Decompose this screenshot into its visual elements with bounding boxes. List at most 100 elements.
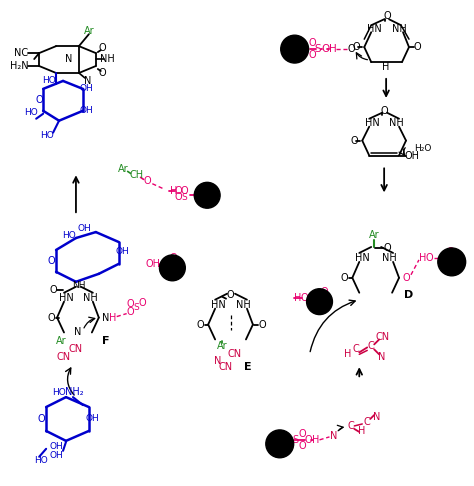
Text: O: O	[301, 293, 309, 303]
Text: O: O	[447, 259, 455, 269]
Text: O: O	[99, 68, 107, 78]
Text: HN: HN	[367, 24, 382, 34]
Text: O: O	[413, 42, 421, 52]
Text: NH: NH	[382, 253, 396, 263]
Text: CH: CH	[129, 171, 144, 180]
Text: N: N	[65, 54, 73, 64]
Text: S: S	[314, 44, 321, 54]
Text: O: O	[181, 186, 188, 196]
Text: OH: OH	[79, 106, 93, 115]
Text: HN: HN	[365, 118, 380, 128]
Circle shape	[307, 289, 332, 314]
Text: O: O	[309, 50, 316, 60]
Text: O: O	[347, 44, 355, 54]
Text: O: O	[36, 95, 43, 105]
Text: HO: HO	[42, 76, 56, 86]
Text: C: C	[353, 345, 360, 354]
Text: CN: CN	[69, 345, 83, 354]
Text: CN: CN	[57, 352, 71, 363]
Text: O: O	[49, 285, 57, 295]
Circle shape	[281, 35, 309, 63]
Text: S: S	[182, 193, 187, 202]
Text: HN: HN	[211, 300, 226, 310]
Text: NH: NH	[100, 54, 115, 64]
Text: OH: OH	[146, 259, 161, 269]
Text: N: N	[102, 312, 109, 323]
Text: H: H	[294, 293, 301, 303]
Text: H: H	[328, 44, 337, 54]
Text: S: S	[442, 253, 448, 263]
Text: D: D	[404, 290, 414, 300]
Text: H: H	[344, 349, 351, 359]
Text: O: O	[127, 307, 135, 316]
Text: O: O	[258, 319, 265, 330]
Text: OH: OH	[404, 151, 419, 160]
Text: CN: CN	[228, 349, 242, 359]
Text: CN: CN	[375, 332, 389, 343]
Text: NH: NH	[72, 281, 86, 290]
Text: N: N	[374, 412, 381, 422]
Text: NC: NC	[14, 48, 28, 58]
Text: O: O	[321, 299, 328, 309]
Text: HO: HO	[40, 131, 54, 140]
Text: HN: HN	[59, 293, 73, 303]
Text: OH: OH	[116, 247, 129, 257]
Text: H: H	[312, 435, 319, 445]
Text: O: O	[309, 38, 316, 48]
Circle shape	[194, 182, 220, 208]
Text: N: N	[378, 352, 386, 363]
Text: S: S	[314, 293, 320, 303]
Text: NH₂: NH₂	[64, 387, 83, 397]
Text: HO: HO	[62, 230, 76, 240]
Text: H: H	[170, 186, 177, 196]
Text: OH: OH	[86, 415, 100, 423]
Circle shape	[159, 255, 185, 281]
Text: O: O	[447, 247, 455, 257]
Text: H₂N: H₂N	[10, 61, 28, 71]
Text: O: O	[425, 253, 433, 263]
Text: NH: NH	[392, 24, 406, 34]
Text: Ar: Ar	[56, 336, 66, 347]
Text: CN: CN	[218, 362, 232, 372]
Text: N: N	[214, 356, 222, 366]
Text: OH: OH	[49, 451, 63, 460]
Text: O: O	[37, 414, 45, 424]
Text: O: O	[383, 11, 391, 21]
Text: O: O	[99, 43, 107, 53]
Text: Ar: Ar	[118, 164, 129, 174]
Text: O: O	[305, 435, 312, 445]
Text: Ar: Ar	[217, 341, 228, 351]
Text: O: O	[353, 42, 360, 52]
Text: NH: NH	[389, 118, 403, 128]
Circle shape	[438, 248, 465, 276]
Text: O: O	[144, 176, 151, 186]
Text: OH: OH	[49, 442, 63, 451]
Text: O: O	[47, 256, 55, 266]
Text: C: C	[364, 417, 371, 427]
Text: O: O	[174, 186, 182, 196]
Text: O: O	[174, 192, 182, 202]
Text: O: O	[321, 44, 329, 54]
Text: H₂O: H₂O	[414, 144, 432, 153]
Text: O: O	[299, 429, 306, 439]
Text: H: H	[419, 253, 427, 263]
Text: OH: OH	[77, 224, 91, 233]
Text: HO: HO	[52, 388, 66, 397]
Text: Ar: Ar	[369, 230, 380, 240]
Text: O: O	[299, 441, 306, 451]
Text: C: C	[348, 421, 355, 431]
Text: C: C	[368, 341, 374, 351]
Text: N: N	[84, 76, 91, 86]
Circle shape	[266, 430, 294, 458]
Text: O: O	[226, 290, 234, 300]
Text: O: O	[380, 106, 388, 116]
Text: E: E	[244, 362, 252, 372]
Text: O: O	[383, 243, 391, 253]
Text: O: O	[47, 312, 55, 323]
Text: O: O	[402, 273, 410, 283]
Text: S: S	[134, 303, 139, 312]
Text: H: H	[109, 312, 117, 323]
Text: Ar: Ar	[83, 26, 94, 36]
Text: OH: OH	[79, 85, 93, 93]
Text: HO: HO	[34, 456, 48, 465]
